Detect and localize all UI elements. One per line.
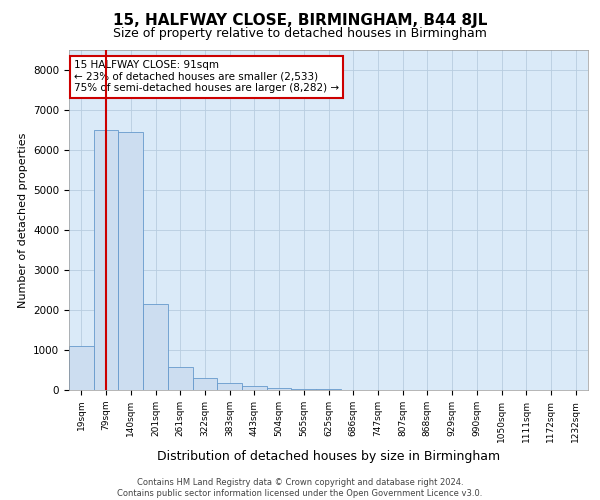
Bar — [168, 367, 193, 390]
Bar — [69, 346, 94, 390]
Bar — [217, 383, 242, 390]
Bar — [143, 304, 168, 390]
Text: Size of property relative to detached houses in Birmingham: Size of property relative to detached ho… — [113, 28, 487, 40]
Bar — [316, 389, 341, 390]
Bar — [292, 389, 316, 390]
Bar — [267, 388, 292, 390]
Text: 15 HALFWAY CLOSE: 91sqm
← 23% of detached houses are smaller (2,533)
75% of semi: 15 HALFWAY CLOSE: 91sqm ← 23% of detache… — [74, 60, 340, 94]
X-axis label: Distribution of detached houses by size in Birmingham: Distribution of detached houses by size … — [157, 450, 500, 463]
Text: 15, HALFWAY CLOSE, BIRMINGHAM, B44 8JL: 15, HALFWAY CLOSE, BIRMINGHAM, B44 8JL — [113, 12, 487, 28]
Y-axis label: Number of detached properties: Number of detached properties — [17, 132, 28, 308]
Text: Contains HM Land Registry data © Crown copyright and database right 2024.
Contai: Contains HM Land Registry data © Crown c… — [118, 478, 482, 498]
Bar — [118, 132, 143, 390]
Bar — [94, 130, 118, 390]
Bar — [242, 386, 267, 390]
Bar — [193, 378, 217, 390]
